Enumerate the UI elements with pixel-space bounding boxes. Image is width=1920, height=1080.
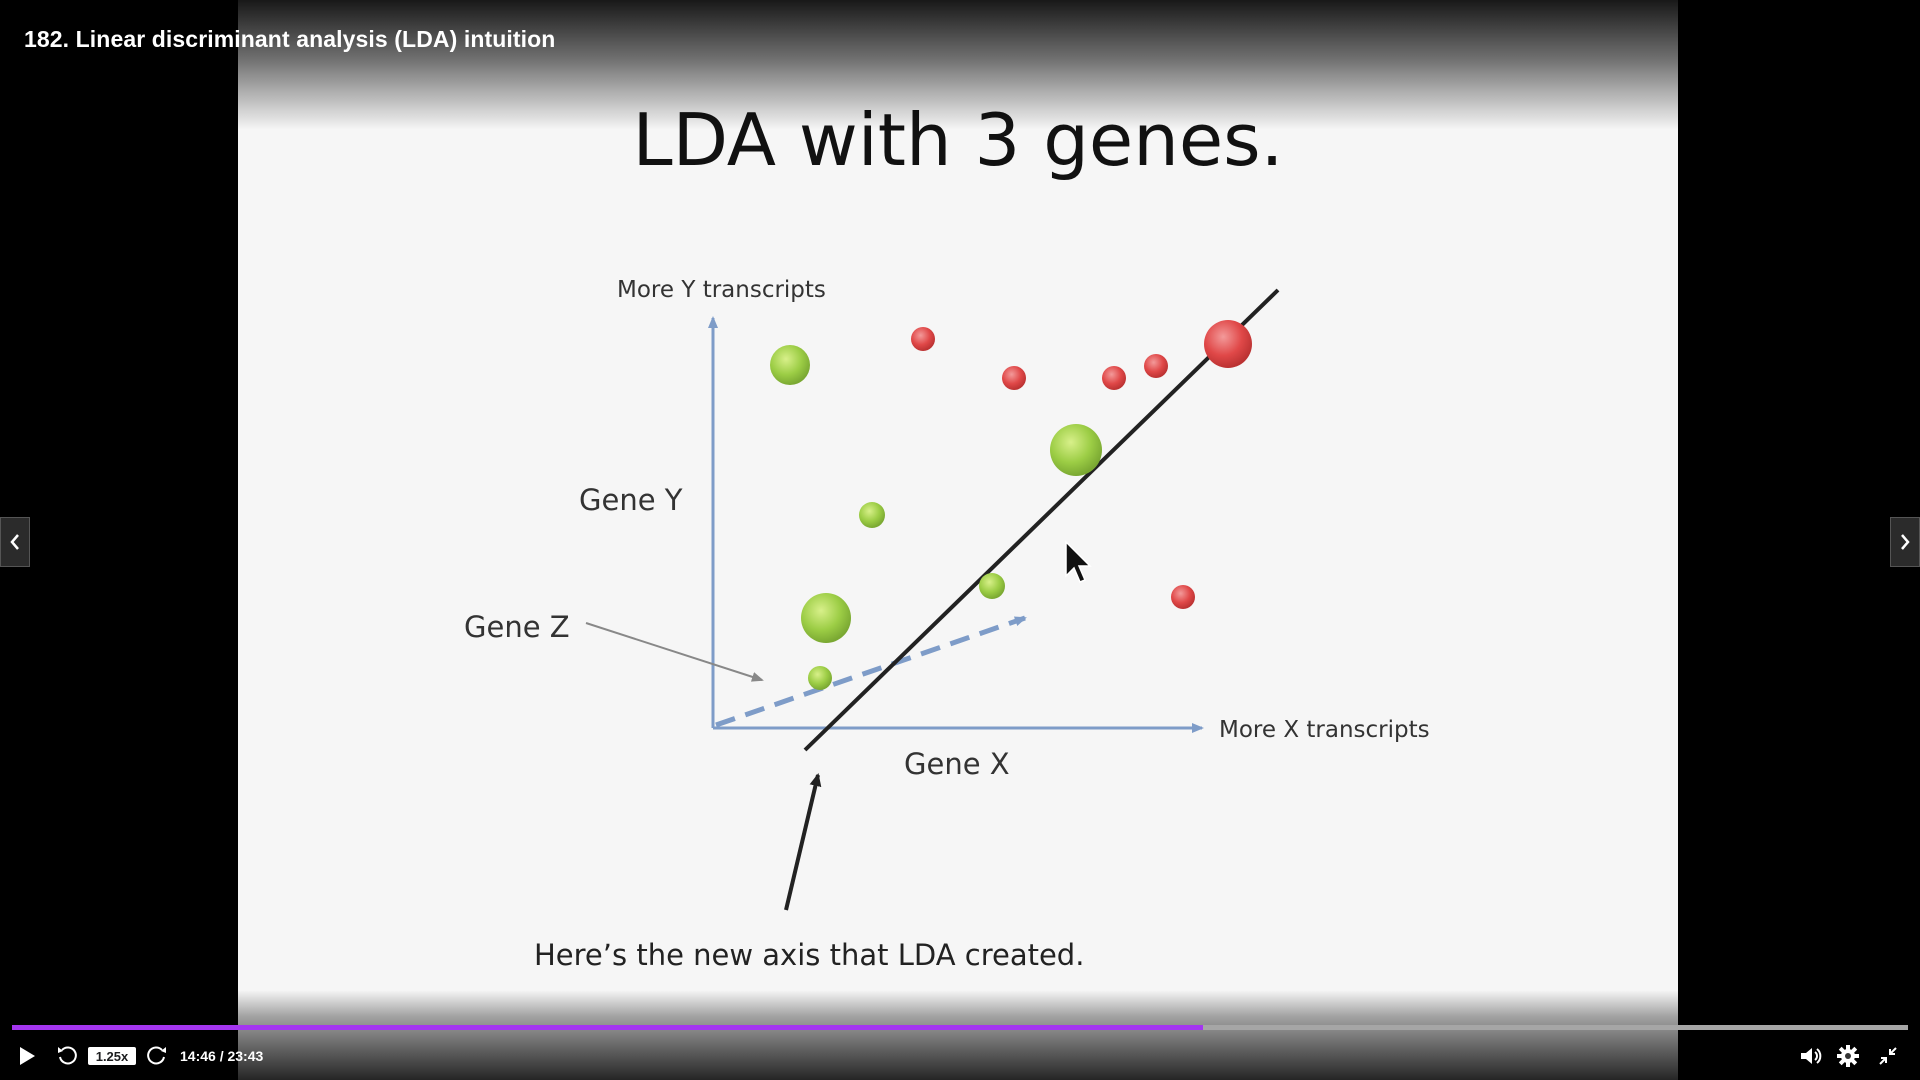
slide-heading: LDA with 3 genes.: [632, 98, 1283, 182]
play-button[interactable]: [10, 1038, 44, 1074]
red-data-point: [1204, 320, 1252, 368]
play-icon: [20, 1047, 35, 1065]
rewind-button[interactable]: [52, 1038, 82, 1074]
time-display: 14:46 / 23:43: [180, 1048, 264, 1064]
gene-z-label: Gene Z: [464, 610, 570, 644]
red-data-point: [1171, 585, 1195, 609]
red-data-point: [1102, 366, 1126, 390]
progress-bar[interactable]: [12, 1025, 1908, 1030]
y-axis-top-label: More Y transcripts: [617, 277, 826, 303]
next-lecture-button[interactable]: [1890, 517, 1920, 567]
slide-frame: LDA with 3 genes.: [238, 0, 1678, 1080]
chevron-left-icon: [10, 534, 19, 550]
red-data-point: [1002, 366, 1026, 390]
green-data-point: [979, 573, 1005, 599]
control-bar: 1.25x 14:46 / 23:43: [0, 1038, 1920, 1074]
exit-fullscreen-button[interactable]: [1870, 1038, 1906, 1074]
lda-diagram: LDA with 3 genes.: [464, 98, 1430, 972]
gene-x-label: Gene X: [904, 747, 1010, 781]
slide-caption: Here’s the new axis that LDA created.: [534, 938, 1084, 972]
red-data-point: [1144, 354, 1168, 378]
forward-button[interactable]: [142, 1038, 172, 1074]
green-data-point: [808, 666, 832, 690]
video-title: 182. Linear discriminant analysis (LDA) …: [24, 26, 556, 52]
green-data-point: [859, 502, 885, 528]
rewind-5s-icon: [58, 1046, 77, 1065]
z-axis: [715, 615, 1027, 728]
green-data-point: [770, 345, 810, 385]
green-data-point: [801, 593, 851, 643]
x-axis-right-label: More X transcripts: [1219, 717, 1430, 743]
forward-5s-icon: [147, 1046, 166, 1065]
chevron-right-icon: [1901, 534, 1910, 550]
mouse-cursor-icon: [1065, 540, 1092, 583]
exit-fullscreen-icon: [1879, 1047, 1897, 1065]
gene-y-label: Gene Y: [579, 483, 683, 517]
caption-pointer-arrow: [784, 773, 822, 911]
volume-button[interactable]: [1794, 1038, 1828, 1074]
red-data-point: [911, 327, 935, 351]
volume-icon: [1801, 1048, 1822, 1064]
prev-lecture-button[interactable]: [0, 517, 30, 567]
settings-button[interactable]: [1830, 1038, 1866, 1074]
gear-icon: [1837, 1045, 1859, 1067]
playback-speed-button[interactable]: 1.25x: [88, 1047, 136, 1065]
green-data-point: [1050, 424, 1102, 476]
gene-z-pointer-arrow: [585, 622, 764, 682]
lda-axis-line: [803, 288, 1280, 752]
progress-fill: [12, 1025, 1203, 1030]
